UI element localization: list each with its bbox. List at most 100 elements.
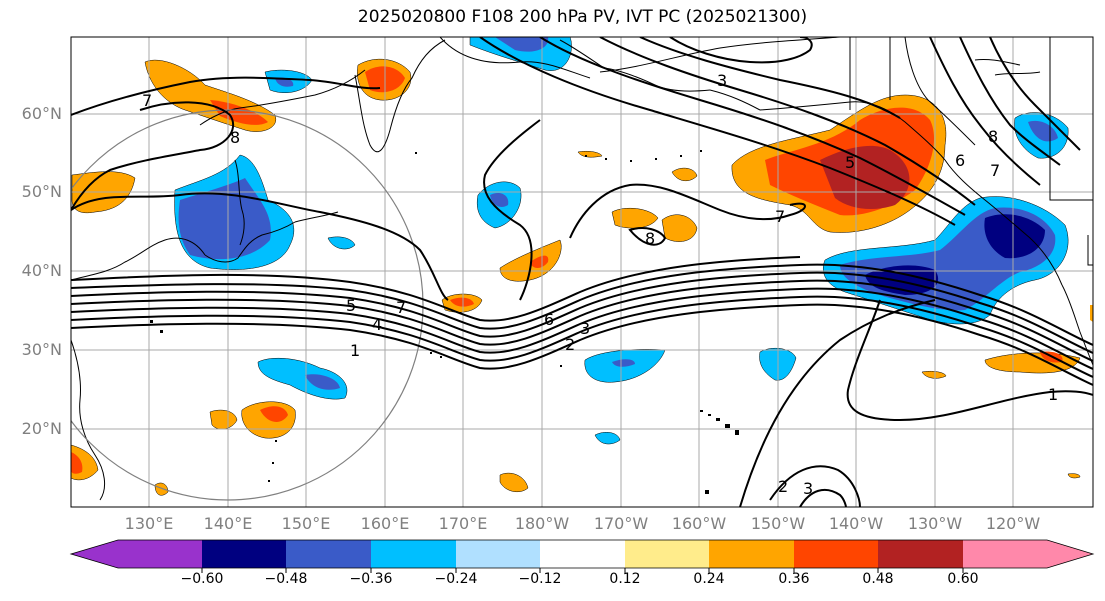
- anomaly-patch: [495, 37, 549, 52]
- lat-label: 30°N: [21, 340, 62, 359]
- contour-label: 3: [717, 71, 727, 90]
- contour-line: [71, 76, 381, 116]
- anomaly-patch: [450, 297, 474, 307]
- contour-label: 6: [544, 310, 554, 329]
- contour-label: 3: [803, 479, 813, 498]
- lon-label: 140°E: [203, 514, 253, 533]
- contour-line: [628, 227, 667, 246]
- lat-label: 40°N: [21, 261, 62, 280]
- contour-label: 2: [565, 335, 575, 354]
- contour-label: 2: [778, 477, 788, 496]
- plot-area: 7 8 3 5 7 8 6 7 8 5 4 7 1 6 2 3 1 2 3: [71, 37, 1093, 507]
- contour-label: 7: [142, 91, 152, 110]
- chart-title: 2025020800 F108 200 hPa PV, IVT PC (2025…: [357, 7, 808, 27]
- anomaly-patch: [594, 432, 621, 445]
- contour-line: [71, 303, 1093, 386]
- anomaly-patch: [577, 150, 603, 158]
- anomaly-patch: [210, 100, 268, 125]
- contour-line: [959, 37, 1061, 166]
- contour-line: [929, 37, 1041, 186]
- contour-label: 5: [346, 296, 356, 315]
- anomaly-patch: [530, 255, 549, 268]
- contour-label: 1: [1048, 385, 1058, 404]
- contour-line: [669, 37, 813, 64]
- anomaly-patch: [921, 370, 947, 379]
- contour-line: [483, 119, 541, 301]
- colorbar-segment: [202, 540, 286, 568]
- colorbar-tick-label: −0.12: [518, 571, 562, 587]
- colorbar-extend-low: [71, 540, 118, 568]
- anomaly-patch: [611, 207, 659, 229]
- anomaly-patch: [1067, 473, 1081, 479]
- lon-label: 170°E: [438, 514, 488, 533]
- colorbar-extend-high: [1047, 540, 1093, 568]
- anomaly-patch: [469, 37, 572, 71]
- contour-label: 1: [350, 341, 360, 360]
- contour-line: [71, 271, 1093, 354]
- anomaly-patch: [820, 145, 910, 210]
- colorbar-segment: [118, 540, 202, 568]
- colorbar-tick-label: −0.60: [180, 571, 224, 587]
- colorbar-tick-label: 0.24: [693, 571, 725, 587]
- contour-line: [799, 488, 847, 507]
- lon-label: 160°W: [671, 514, 727, 533]
- contour-line: [639, 37, 901, 119]
- contour-line: [569, 183, 806, 239]
- contour-line: [71, 263, 1093, 346]
- colorbar-tick-label: 0.12: [609, 571, 641, 587]
- anomaly-patch: [612, 359, 635, 367]
- lon-label: 130°E: [124, 514, 174, 533]
- colorbar: [69, 539, 1095, 573]
- lat-label: 60°N: [21, 104, 62, 123]
- anomaly-patch: [1090, 305, 1093, 322]
- lon-label: 160°E: [360, 514, 410, 533]
- colorbar-tick-label: −0.48: [264, 571, 308, 587]
- colorbar-segment: [625, 540, 709, 568]
- colorbar-tick-label: 0.36: [778, 571, 810, 587]
- colorbar-tick-label: 0.48: [862, 571, 894, 587]
- lon-label: 140°W: [828, 514, 884, 533]
- contour-line: [479, 37, 956, 226]
- island-dots: [150, 150, 739, 494]
- contour-label: 7: [396, 298, 406, 317]
- anomaly-patch: [490, 193, 509, 207]
- contour-line: [71, 192, 449, 301]
- contour-line: [846, 299, 1093, 422]
- anomaly-patch: [984, 214, 1045, 259]
- anomaly-patch: [661, 214, 698, 242]
- contour-label: 4: [372, 315, 382, 334]
- lon-label: 130°W: [907, 514, 963, 533]
- anomaly-patch: [865, 265, 939, 295]
- anomaly-patch: [671, 167, 698, 181]
- contour-label: 3: [580, 319, 590, 338]
- anomaly-patch: [71, 452, 83, 474]
- lat-label: 20°N: [21, 419, 62, 438]
- colorbar-segment: [540, 540, 625, 568]
- lat-label: 50°N: [21, 182, 62, 201]
- contour-line: [769, 465, 861, 507]
- contour-label: 6: [955, 151, 965, 170]
- anomaly-patch: [499, 472, 529, 493]
- pv-contours: [71, 37, 1093, 507]
- anomaly-patch: [260, 406, 288, 422]
- lon-label: 180°W: [514, 514, 570, 533]
- anomaly-patch: [305, 374, 340, 390]
- lon-label: 150°W: [750, 514, 806, 533]
- contour-line: [71, 101, 235, 211]
- contour-label: 8: [230, 128, 240, 147]
- colorbar-segment: [371, 540, 456, 568]
- contour-label: 8: [645, 229, 655, 248]
- contour-label-group: 7 8 3 5 7 8 6 7 8 5 4 7 1 6 2 3 1 2 3: [142, 71, 1058, 498]
- contour-line: [599, 37, 976, 206]
- colorbar-segment: [709, 540, 794, 568]
- contour-label: 5: [845, 153, 855, 172]
- plot-frame: [70, 36, 1094, 508]
- contour-line: [739, 299, 936, 507]
- colorbar-segment: [963, 540, 1047, 568]
- anomaly-patch: [209, 409, 238, 430]
- contour-label: 8: [988, 127, 998, 146]
- contour-line: [71, 295, 1093, 378]
- colorbar-segment: [794, 540, 878, 568]
- anomaly-patch: [327, 236, 356, 250]
